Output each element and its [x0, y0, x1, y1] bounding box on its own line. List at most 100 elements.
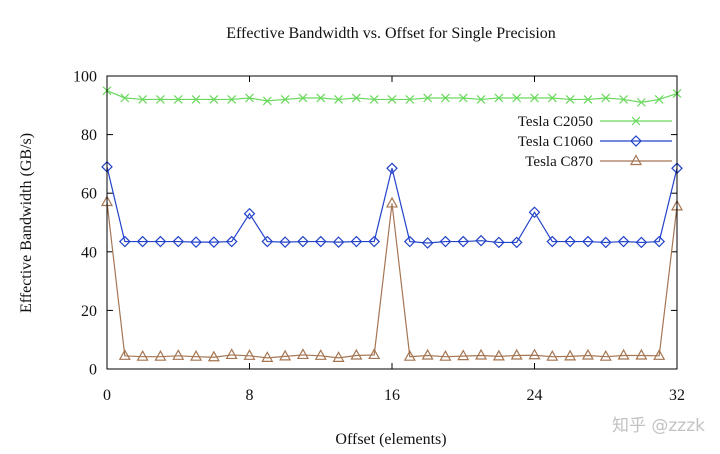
tesla-c870-point [581, 348, 594, 360]
tesla-c1060-point [118, 235, 131, 248]
tesla-c870-point [261, 351, 274, 362]
tesla-c1060-point [546, 235, 559, 248]
tesla-c2050-point [280, 95, 290, 104]
tesla-c2050-point [636, 97, 646, 107]
tesla-c870-point [635, 348, 648, 360]
tesla-c870-point [546, 349, 559, 361]
x-tick-label: 0 [103, 387, 111, 404]
tesla-c870-point [172, 349, 185, 360]
tesla-c870-point [421, 348, 434, 360]
tesla-c870-point [475, 348, 488, 360]
tesla-c2050-point [156, 95, 165, 104]
tesla-c870-point [368, 348, 381, 360]
y-tick-label: 20 [81, 303, 97, 320]
tesla-c870-point [385, 196, 399, 208]
plot-frame [106, 75, 678, 370]
legend-label-tesla-c870: Tesla C870 [525, 154, 593, 170]
tesla-c2050-point [120, 93, 130, 103]
tesla-c1060-point [172, 235, 185, 248]
tesla-c870-point [510, 348, 523, 360]
tesla-c870-point [243, 349, 256, 360]
y-tick-label: 60 [81, 186, 97, 203]
tesla-c2050-point [530, 93, 539, 103]
tesla-c1060-point [386, 162, 398, 175]
chart-title: Effective Bandwidth vs. Offset for Singl… [226, 25, 556, 42]
tesla-c1060-point [403, 235, 416, 248]
tesla-c1060-point [261, 235, 274, 248]
tesla-c2050-point [298, 93, 308, 103]
y-tick-label: 80 [81, 127, 97, 144]
legend-marker-tesla-c1060 [630, 135, 642, 147]
tesla-c870-point [403, 349, 416, 361]
tesla-c2050-point [369, 95, 379, 104]
tesla-c1060-point [457, 235, 470, 248]
tesla-c2050-point [458, 93, 468, 103]
tesla-c1060-point [439, 235, 452, 248]
tesla-c2050-point [173, 95, 183, 104]
tesla-c2050-point [316, 93, 326, 103]
legend-label-tesla-c1060: Tesla C1060 [518, 134, 593, 150]
x-tick-label: 32 [669, 387, 685, 404]
series-tesla-c870 [100, 195, 684, 362]
tesla-c870-point [564, 349, 577, 361]
tesla-c1060-point [475, 234, 487, 247]
series-tesla-c2050 [102, 86, 682, 107]
tesla-c2050-point [387, 95, 397, 104]
tesla-c870-point [332, 351, 345, 362]
tesla-c1060-point [350, 235, 363, 248]
tesla-c2050-point [138, 95, 148, 104]
tesla-c2050-point [512, 93, 522, 103]
tesla-c870-point [350, 348, 363, 360]
tesla-c1060-point [154, 235, 167, 248]
legend: Tesla C2050 Tesla C1060 Tesla C870 [518, 114, 672, 170]
tesla-c1060-point [332, 236, 345, 248]
tesla-c1060-point [599, 236, 612, 249]
tesla-c870-point [457, 349, 470, 361]
tesla-c870-point [118, 349, 131, 360]
y-axis-label: Effective Bandwidth (GB/s) [18, 133, 35, 313]
tesla-c1060-point [510, 236, 523, 249]
tesla-c1060-point [136, 235, 149, 248]
tesla-c2050-point [654, 95, 664, 104]
tesla-c2050-point [423, 93, 433, 103]
series-line-tesla-c870 [106, 201, 678, 359]
tesla-c1060-point [279, 236, 291, 248]
tesla-c2050-point [262, 96, 272, 106]
tesla-c2050-point [334, 95, 343, 104]
tesla-c870-point [599, 349, 612, 361]
legend-marker-tesla-c870 [629, 154, 643, 166]
x-tick-label: 16 [384, 387, 400, 404]
tesla-c870-point [279, 349, 292, 361]
tesla-c1060-point [528, 206, 541, 219]
x-axis-label: Offset (elements) [335, 431, 446, 448]
tesla-c2050-point [601, 93, 611, 103]
tesla-c1060-point [493, 236, 505, 249]
tesla-c2050-point [565, 95, 575, 104]
tesla-c2050-point [191, 95, 201, 104]
tesla-c2050-point [583, 95, 593, 104]
y-tick-label: 0 [89, 362, 97, 379]
tesla-c870-point [528, 348, 541, 360]
tesla-c2050-point [619, 95, 628, 104]
y-tick-label: 100 [73, 69, 97, 86]
tesla-c1060-point [564, 235, 576, 248]
tesla-c2050-point [351, 93, 361, 103]
tesla-c1060-point [368, 235, 381, 248]
axis-ticks: 0 8 16 24 32 0 20 40 60 80 100 [73, 69, 685, 405]
tesla-c870-point [492, 349, 505, 361]
tesla-c870-point [154, 349, 167, 361]
tesla-c1060-point [243, 207, 256, 220]
series-line-tesla-c1060 [106, 166, 678, 244]
tesla-c2050-point [441, 93, 450, 103]
tesla-c2050-point [227, 95, 237, 104]
tesla-c870-point [136, 349, 149, 361]
series-layer [100, 86, 684, 362]
x-tick-label: 24 [527, 387, 543, 404]
tesla-c2050-point [476, 95, 486, 104]
tesla-c1060-point [190, 236, 202, 248]
tesla-c1060-point [208, 236, 220, 248]
tesla-c1060-point [653, 235, 666, 248]
tesla-c1060-point [297, 235, 309, 248]
watermark: 知乎 @zzzk [612, 416, 705, 436]
